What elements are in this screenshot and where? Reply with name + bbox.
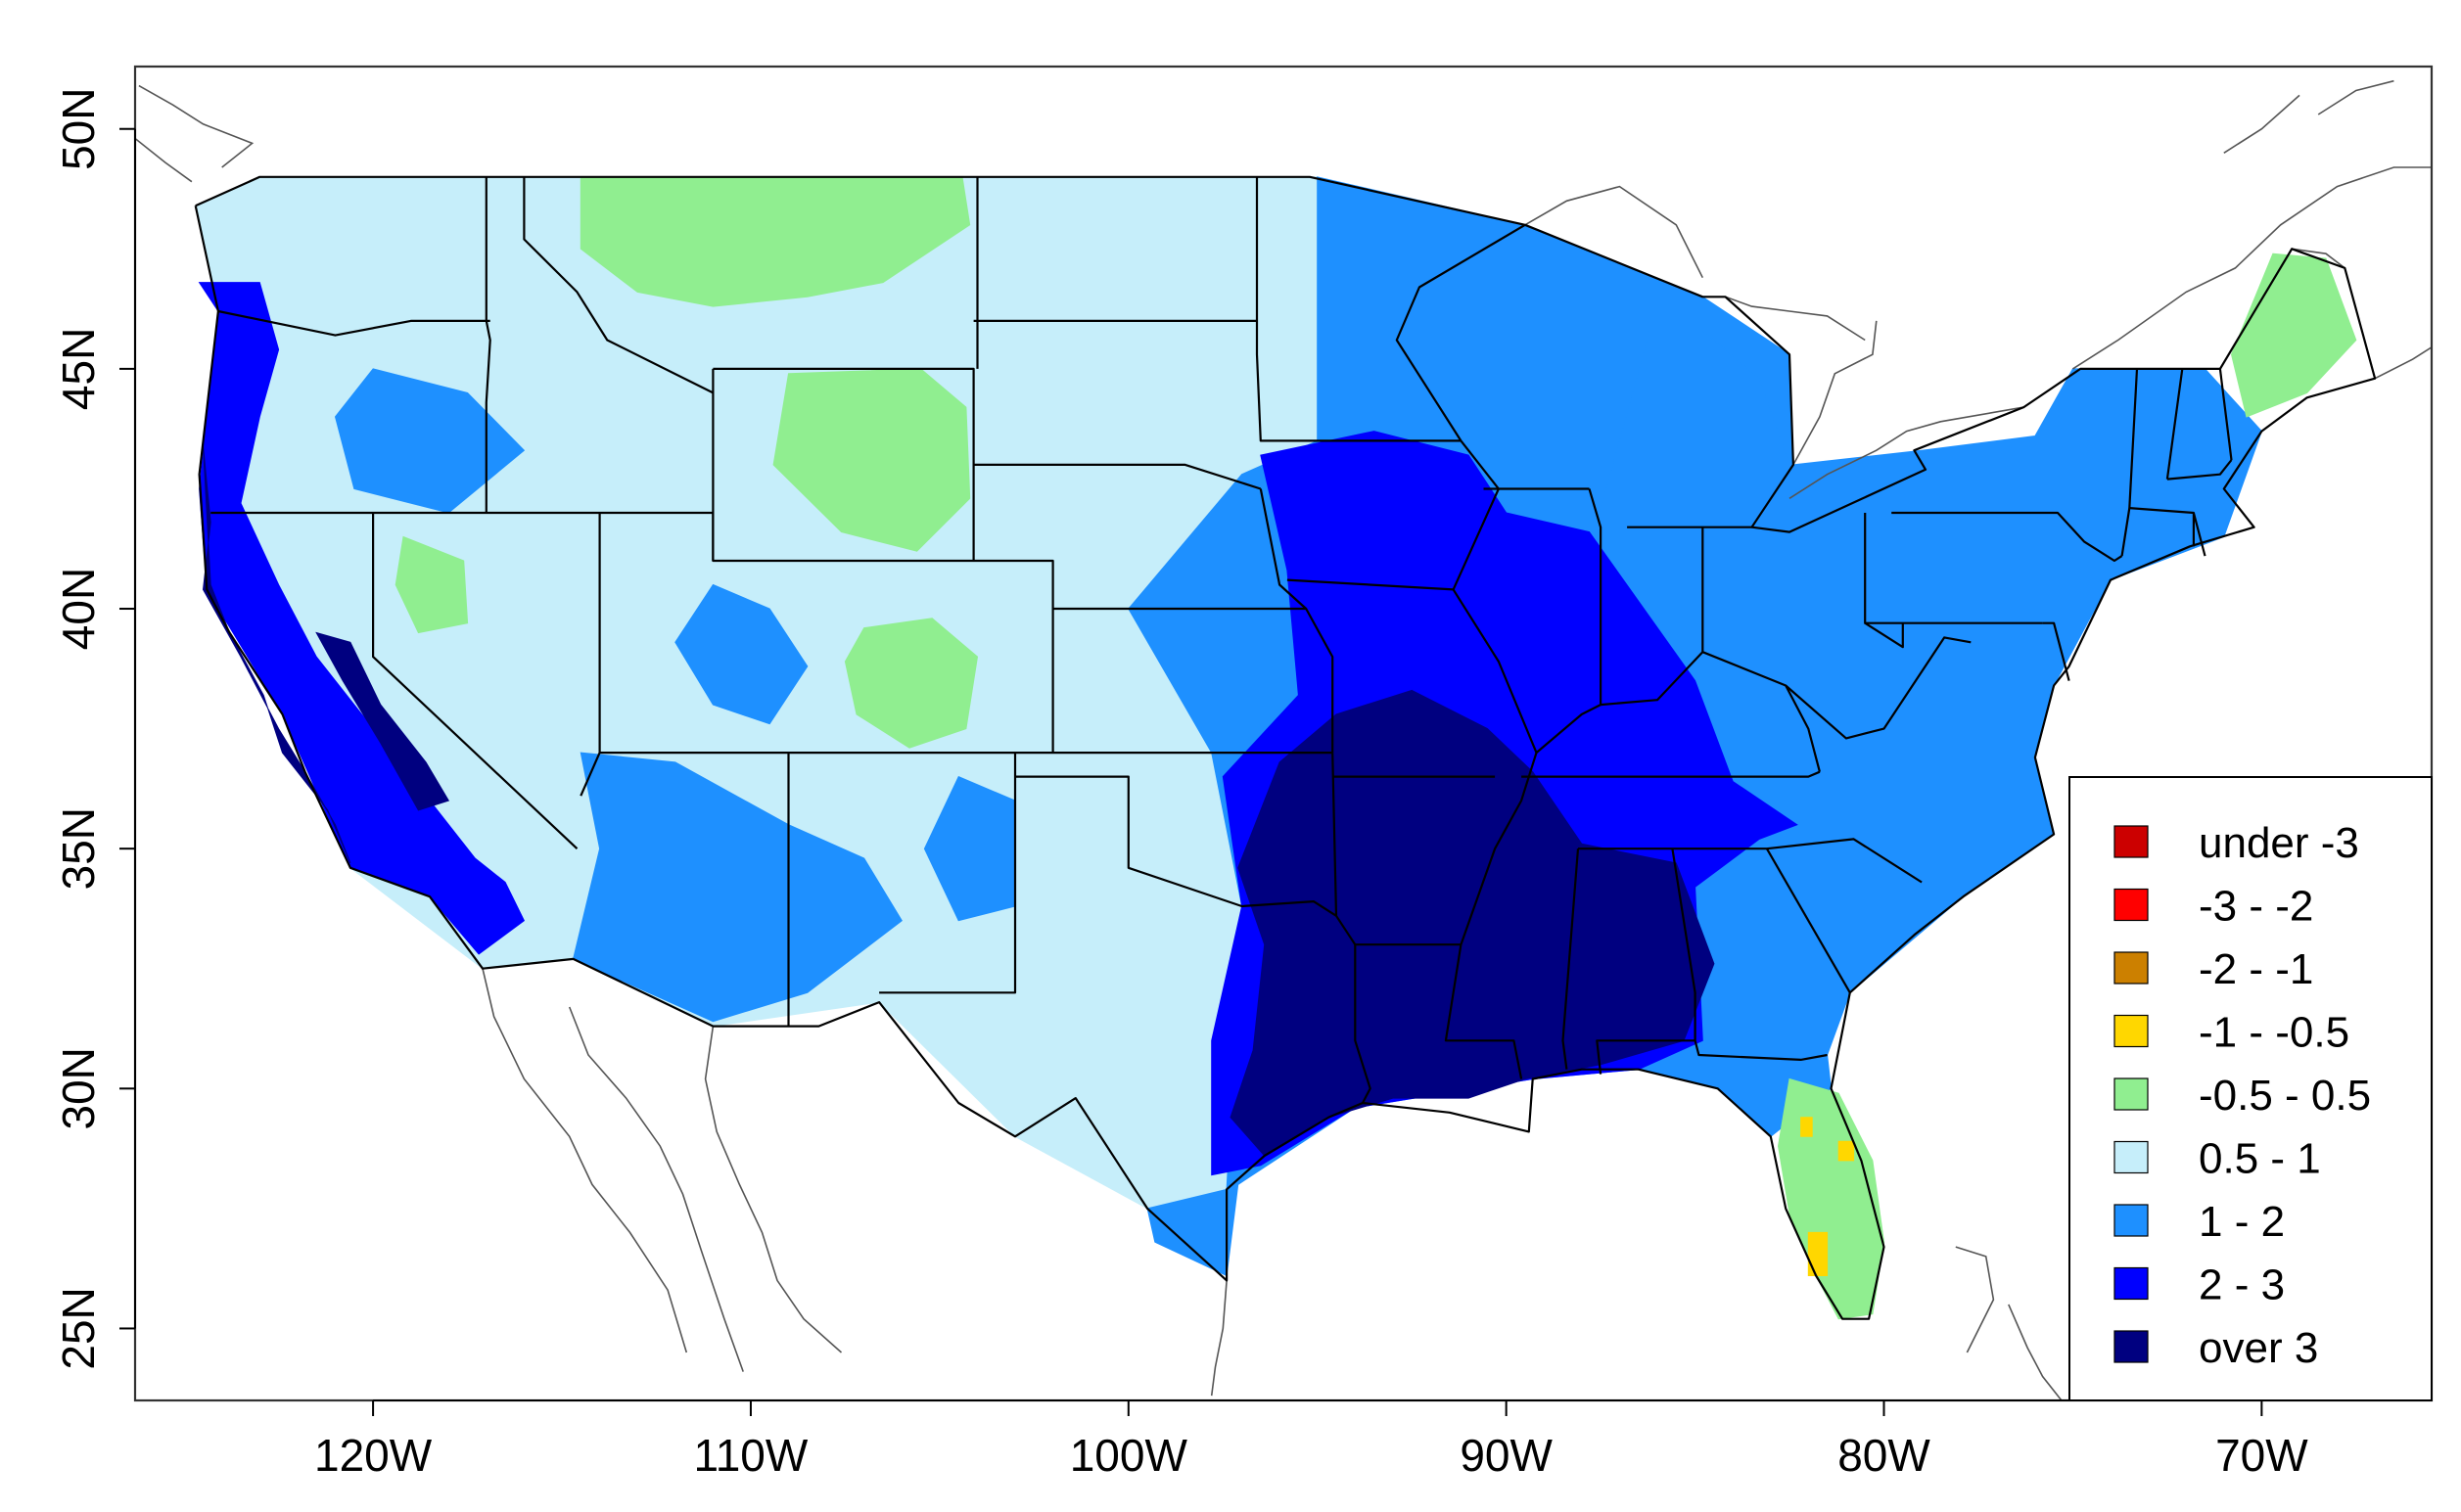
legend-label: 0.5 - 1 [2199,1135,2321,1183]
legend-label: -0.5 - 0.5 [2199,1072,2371,1120]
state-border-19 [1255,176,1462,442]
coastline-1 [135,137,193,183]
state-border-35 [1601,651,1821,772]
anomaly-region-12 [580,176,971,307]
legend-swatch [2113,951,2149,985]
anomaly-region-6 [923,775,1016,922]
anomaly-region-14 [844,618,979,749]
y-tick-label: 25N [53,1287,104,1369]
coastline-13 [1725,296,1866,342]
state-border-29 [1521,770,1821,778]
anomaly-region-10 [315,631,450,811]
legend: under -3 -3 - -2 -2 - -1 -1 - -0.5 -0.5 - 0.… [2068,776,2433,1401]
state-border-12 [973,463,1262,490]
legend-label: -1 - -0.5 [2199,1009,2349,1057]
coastline-12 [1792,320,1878,466]
legend-label: over 3 [2199,1324,2318,1372]
y-tick-label: 45N [53,328,104,410]
state-border-33 [1694,1040,1828,1062]
state-border-31 [1561,848,1580,1070]
coastlines-layer [135,79,2432,1400]
coastline-0 [138,84,255,168]
legend-label: under -3 [2199,819,2359,867]
anomaly-region-19 [1800,1117,1813,1137]
x-tick-label: 80W [1837,1430,1930,1481]
coastline-3 [568,1006,744,1372]
state-border-20 [1259,488,1334,754]
state-border-21 [1286,439,1501,591]
national-border [194,175,2377,1320]
anomaly-region-2 [1596,330,1790,528]
anomaly-region-16 [2230,252,2357,418]
state-border-40 [1864,621,1904,649]
state-borders-layer [194,175,2377,1320]
plot-area [135,79,2432,1400]
state-border-22 [1395,223,1526,441]
state-border-47 [2165,368,2184,480]
y-axis: 25N 30N 35N 40N 45N 50N [53,88,136,1370]
state-border-3 [372,513,579,850]
anomaly-regions-layer [195,176,2357,1320]
coastline-14 [1524,185,1704,279]
x-axis: 120W 110W 100W 90W 80W 70W [314,1399,2308,1481]
state-border-4 [217,309,490,337]
anomaly-region-5 [674,583,809,725]
legend-swatch [2113,825,2149,858]
state-border-26 [1354,944,1371,1104]
legend-swatch [2113,1140,2149,1174]
y-tick-label: 50N [53,88,104,170]
state-border-34 [1765,848,1851,993]
state-border-48 [2218,368,2233,461]
state-border-16 [879,753,1017,994]
coastline-16 [2317,79,2394,115]
x-tick-label: 120W [314,1430,433,1481]
x-tick-label: 70W [2215,1430,2308,1481]
y-tick-label: 30N [53,1047,104,1129]
state-border-41 [1891,511,2123,563]
coastline-2 [482,968,688,1353]
state-border-39 [1785,636,1972,740]
y-tick-label: 35N [53,807,104,890]
legend-swatch [2113,1330,2149,1363]
coastline-4 [704,1026,843,1353]
state-border-9 [523,176,714,394]
state-border-24 [1452,488,1602,755]
x-tick-label: 100W [1070,1430,1188,1481]
anomaly-region-17 [1777,1077,1885,1320]
anomaly-region-20 [1837,1140,1855,1162]
legend-swatch [2113,1014,2149,1048]
coastline-15 [2071,166,2432,370]
y-tick-label: 40N [53,568,104,650]
state-border-18 [1331,753,1338,916]
state-border-2 [210,511,1054,609]
anomaly-region-13 [772,368,971,552]
state-border-38 [1864,513,2043,624]
legend-swatch [2113,1204,2149,1237]
state-border-1 [485,176,491,513]
coastline-7 [1955,1246,1995,1353]
coastline-10 [2374,306,2432,380]
legend-swatch [2113,888,2149,922]
anomaly-region-15 [395,535,469,634]
state-border-46 [2166,459,2233,481]
legend-swatch [2113,1077,2149,1111]
legend-label: -3 - -2 [2199,883,2313,931]
legend-label: -2 - -1 [2199,945,2313,993]
legend-label: 2 - 3 [2199,1261,2285,1309]
x-tick-label: 110W [694,1430,809,1481]
x-tick-label: 90W [1460,1430,1553,1481]
legend-swatch [2113,1266,2149,1301]
legend-label: 1 - 2 [2199,1198,2285,1246]
state-border-7 [713,367,975,561]
coastline-11 [1788,406,2024,499]
state-border-42 [2042,621,2070,681]
anomaly-region-18 [1807,1231,1829,1276]
coastline-8 [2008,1304,2063,1400]
anomaly-region-4 [573,752,903,1023]
anomaly-region-11 [1230,689,1715,1157]
coastline-17 [2223,94,2300,154]
coastline-5 [1210,1280,1228,1397]
